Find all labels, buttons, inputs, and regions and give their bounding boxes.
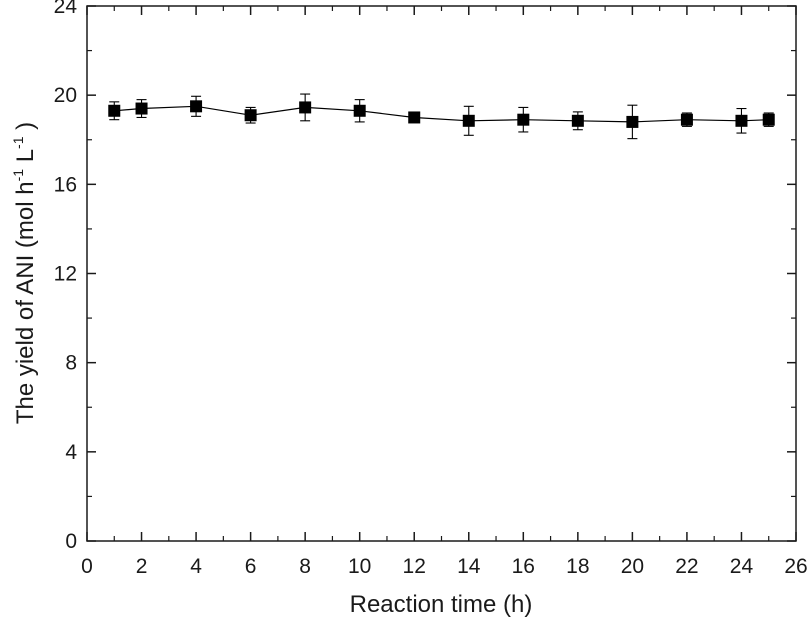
y-title-text: )	[12, 122, 39, 137]
x-axis-title: Reaction time (h)	[350, 591, 533, 618]
y-tick-label: 0	[65, 530, 77, 553]
y-tick-label: 8	[65, 352, 77, 375]
data-point	[571, 114, 584, 127]
x-tick-label: 12	[403, 555, 426, 578]
series-yield	[108, 93, 775, 140]
y-axis: 0 4 8 12 16 20 24	[54, 0, 796, 553]
data-point	[408, 111, 421, 124]
y-title-text: The yield of ANI (mol h	[12, 181, 39, 424]
plot-frame	[86, 5, 797, 542]
y-tick-label: 12	[54, 263, 77, 286]
x-tick-label: 4	[190, 555, 202, 578]
x-tick-label: 0	[81, 555, 93, 578]
y-tick-label: 16	[54, 173, 77, 196]
series-line	[114, 105, 769, 123]
y-tick-label: 24	[54, 0, 78, 18]
x-tick-label: 6	[245, 555, 257, 578]
x-tick-label: 26	[784, 555, 807, 578]
data-point	[190, 100, 203, 113]
x-tick-label: 2	[136, 555, 148, 578]
data-point	[517, 113, 530, 126]
data-point	[626, 115, 639, 128]
data-point	[108, 104, 121, 117]
y-tick-label: 4	[65, 441, 77, 464]
y-title-text: L	[12, 149, 39, 169]
x-tick-label: 22	[675, 555, 698, 578]
x-tick-label: 8	[299, 555, 311, 578]
data-point	[735, 114, 748, 127]
x-tick-label: 18	[566, 555, 589, 578]
x-tick-label: 24	[730, 555, 754, 578]
y-tick-label: 20	[54, 84, 77, 107]
x-axis: 0 2 4 6 8 10 12 14 16 18 20 22 24 26	[81, 6, 808, 578]
x-tick-label: 14	[457, 555, 481, 578]
x-tick-label: 16	[512, 555, 535, 578]
x-tick-label: 10	[348, 555, 371, 578]
y-title-superscript: -1	[10, 169, 26, 182]
y-title-superscript: -1	[10, 136, 26, 149]
data-point	[462, 114, 475, 127]
data-point	[353, 104, 366, 117]
data-point	[135, 102, 148, 115]
data-point	[680, 113, 693, 126]
x-tick-label: 20	[621, 555, 644, 578]
data-point	[299, 101, 312, 114]
data-point	[762, 113, 775, 126]
data-point	[244, 109, 257, 122]
y-axis-title: The yield of ANI (mol h-1 L-1 )	[10, 122, 39, 424]
